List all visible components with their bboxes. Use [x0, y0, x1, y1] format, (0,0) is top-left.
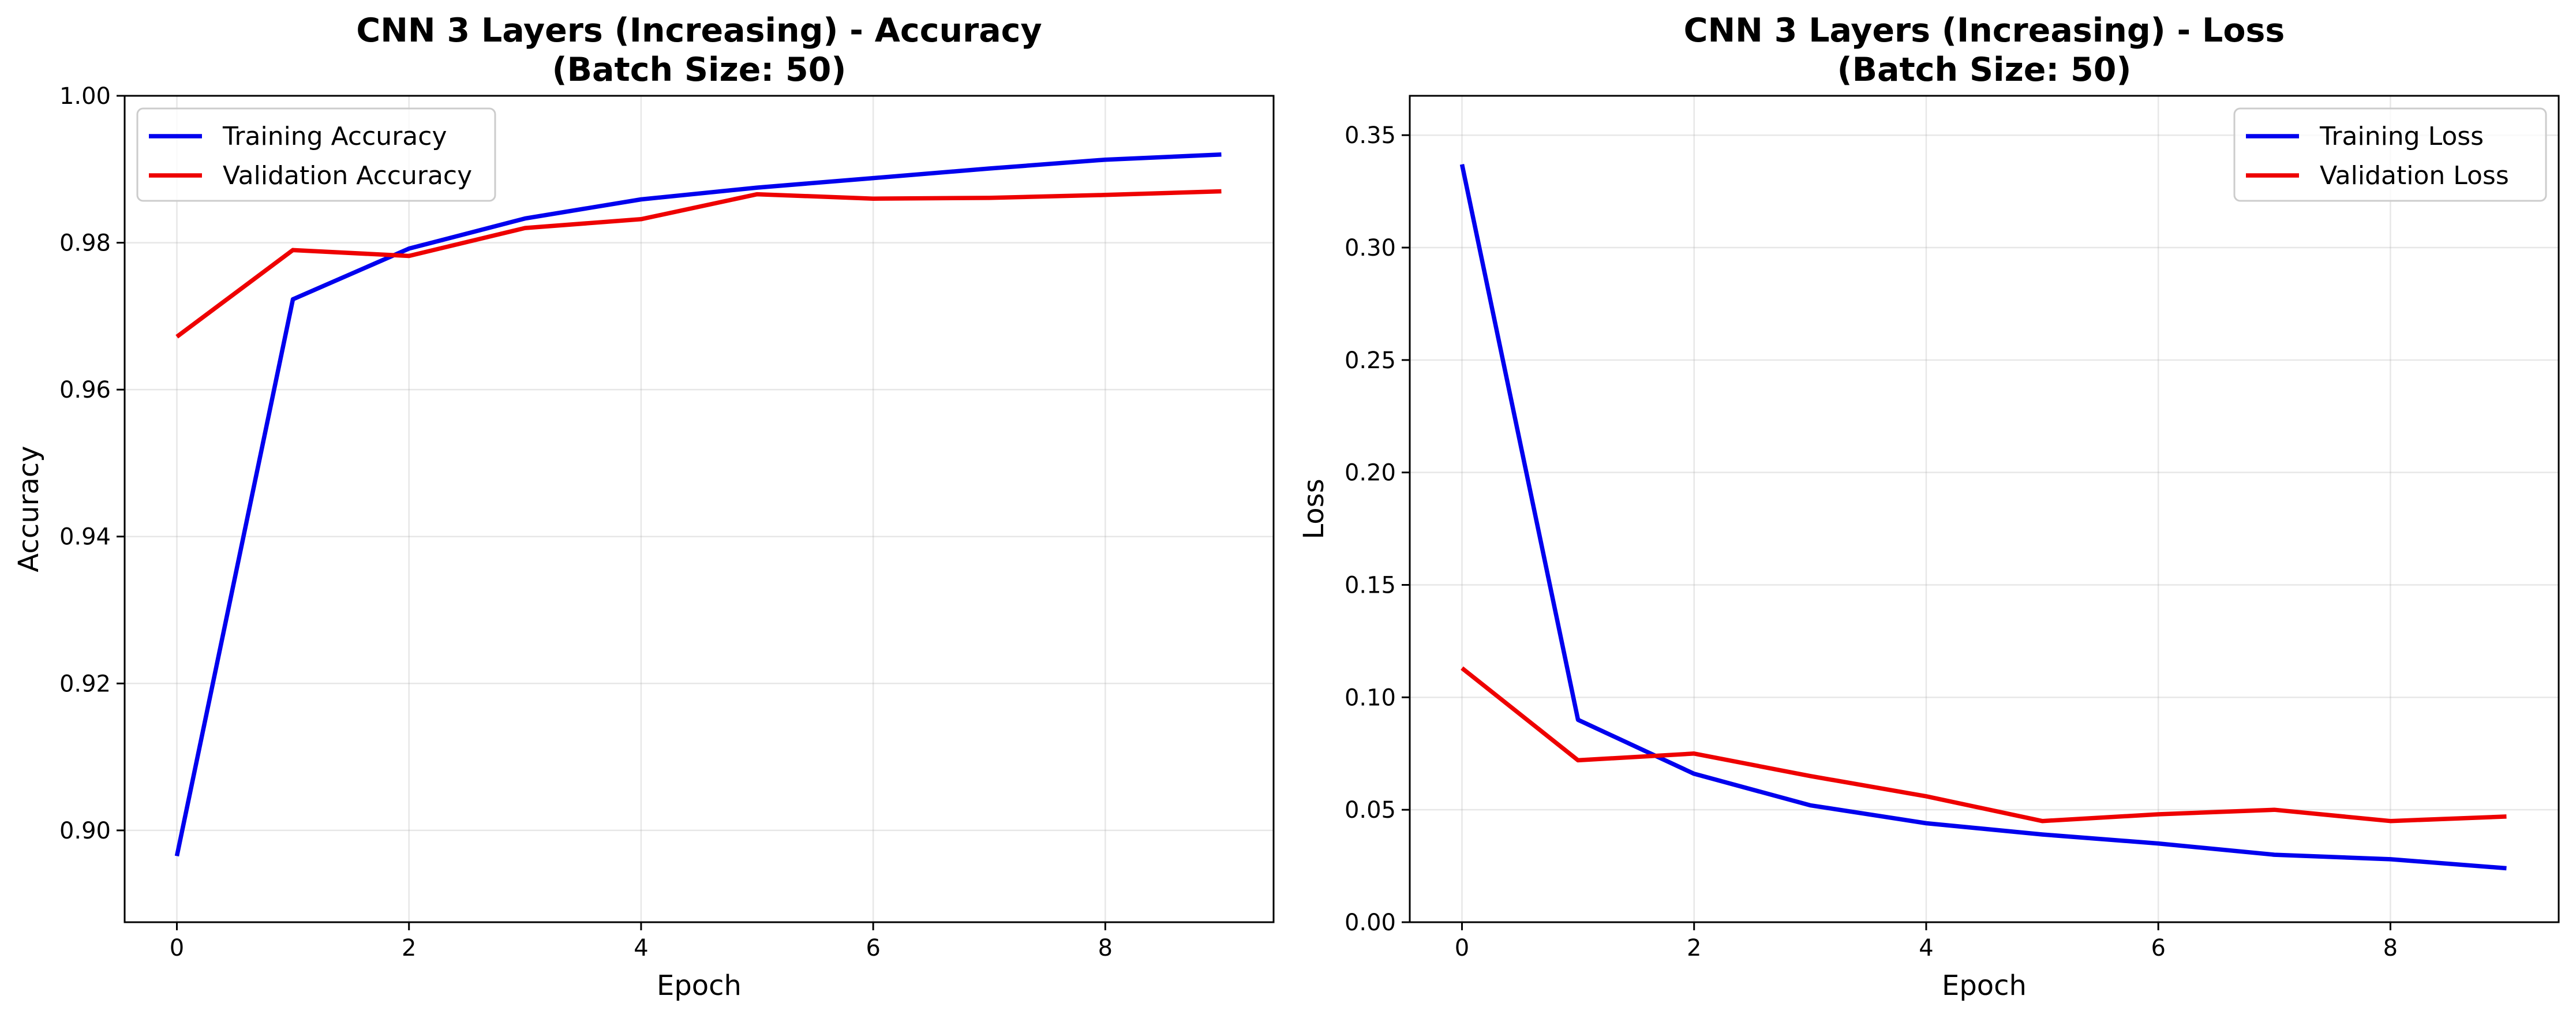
- accuracy-grid: [125, 95, 1274, 922]
- validation-loss-legend-label: Validation Loss: [2320, 161, 2509, 190]
- loss-y-tick-label-0.15: 0.15: [1345, 572, 1396, 599]
- validation-loss-line: [1461, 666, 2507, 824]
- loss-legend: Training Loss Validation Loss: [2233, 107, 2547, 202]
- loss-y-tick-label-0.00: 0.00: [1345, 910, 1396, 936]
- loss-y-axis-label: Loss: [1298, 478, 1330, 539]
- accuracy-x-tick-label-4: 4: [634, 935, 648, 961]
- loss-x-tick-label-8: 8: [2383, 935, 2398, 961]
- accuracy-y-tick-label-0.94: 0.94: [59, 524, 111, 551]
- loss-grid: [1410, 96, 2559, 923]
- accuracy-legend-box: [136, 107, 496, 202]
- accuracy-x-tick-label-6: 6: [866, 935, 880, 961]
- accuracy-y-tick-label-0.98: 0.98: [59, 230, 111, 257]
- accuracy-plot-frame: [123, 95, 1275, 923]
- loss-y-tick-label-0.10: 0.10: [1345, 684, 1396, 711]
- training-loss-line: [1459, 164, 2507, 871]
- accuracy-y-tick-label-0.90: 0.90: [59, 818, 111, 844]
- accuracy-y-tick-label-0.92: 0.92: [59, 671, 111, 697]
- training-accuracy-line: [174, 152, 1222, 857]
- training-loss-legend-label: Training Loss: [2319, 122, 2484, 151]
- accuracy-y-axis-label: Accuracy: [13, 446, 45, 572]
- accuracy-chart: CNN 3 Layers (Increasing) - Accuracy(Bat…: [13, 12, 1275, 1002]
- loss-y-tick-label-0.30: 0.30: [1345, 235, 1396, 261]
- loss-title-line-1: CNN 3 Layers (Increasing) - Loss: [1684, 12, 2285, 50]
- loss-plot-frame: [1409, 95, 2560, 923]
- accuracy-y-tick-label-0.96: 0.96: [59, 377, 111, 403]
- loss-x-tick-label-2: 2: [1687, 935, 1701, 961]
- loss-y-tick-label-0.20: 0.20: [1345, 460, 1396, 486]
- accuracy-title-line-2: (Batch Size: 50): [552, 51, 847, 89]
- accuracy-y-tick-label-1.00: 1.00: [59, 83, 111, 110]
- validation-accuracy-legend-label: Validation Accuracy: [223, 161, 472, 190]
- loss-x-tick-label-0: 0: [1455, 935, 1469, 961]
- loss-chart: CNN 3 Layers (Increasing) - Loss(Batch S…: [1298, 12, 2560, 1002]
- accuracy-legend: Training Accuracy Validation Accuracy: [136, 107, 496, 202]
- loss-title-line-2: (Batch Size: 50): [1837, 51, 2132, 89]
- loss-x-tick-label-4: 4: [1919, 935, 1933, 961]
- accuracy-title-line-1: CNN 3 Layers (Increasing) - Accuracy: [356, 12, 1042, 50]
- training-accuracy-legend-label: Training Accuracy: [222, 122, 447, 151]
- accuracy-x-tick-label-0: 0: [170, 935, 184, 961]
- accuracy-x-tick-label-2: 2: [402, 935, 416, 961]
- loss-y-tick-label-0.05: 0.05: [1345, 797, 1396, 824]
- validation-accuracy-line: [175, 189, 1222, 339]
- loss-x-axis-label: Epoch: [1942, 970, 2027, 1002]
- loss-y-tick-label-0.25: 0.25: [1345, 347, 1396, 374]
- loss-y-tick-label-0.35: 0.35: [1345, 122, 1396, 149]
- loss-legend-box: [2233, 107, 2547, 202]
- accuracy-x-tick-label-8: 8: [1098, 935, 1113, 961]
- loss-x-tick-label-6: 6: [2151, 935, 2165, 961]
- accuracy-x-axis-label: Epoch: [657, 970, 742, 1002]
